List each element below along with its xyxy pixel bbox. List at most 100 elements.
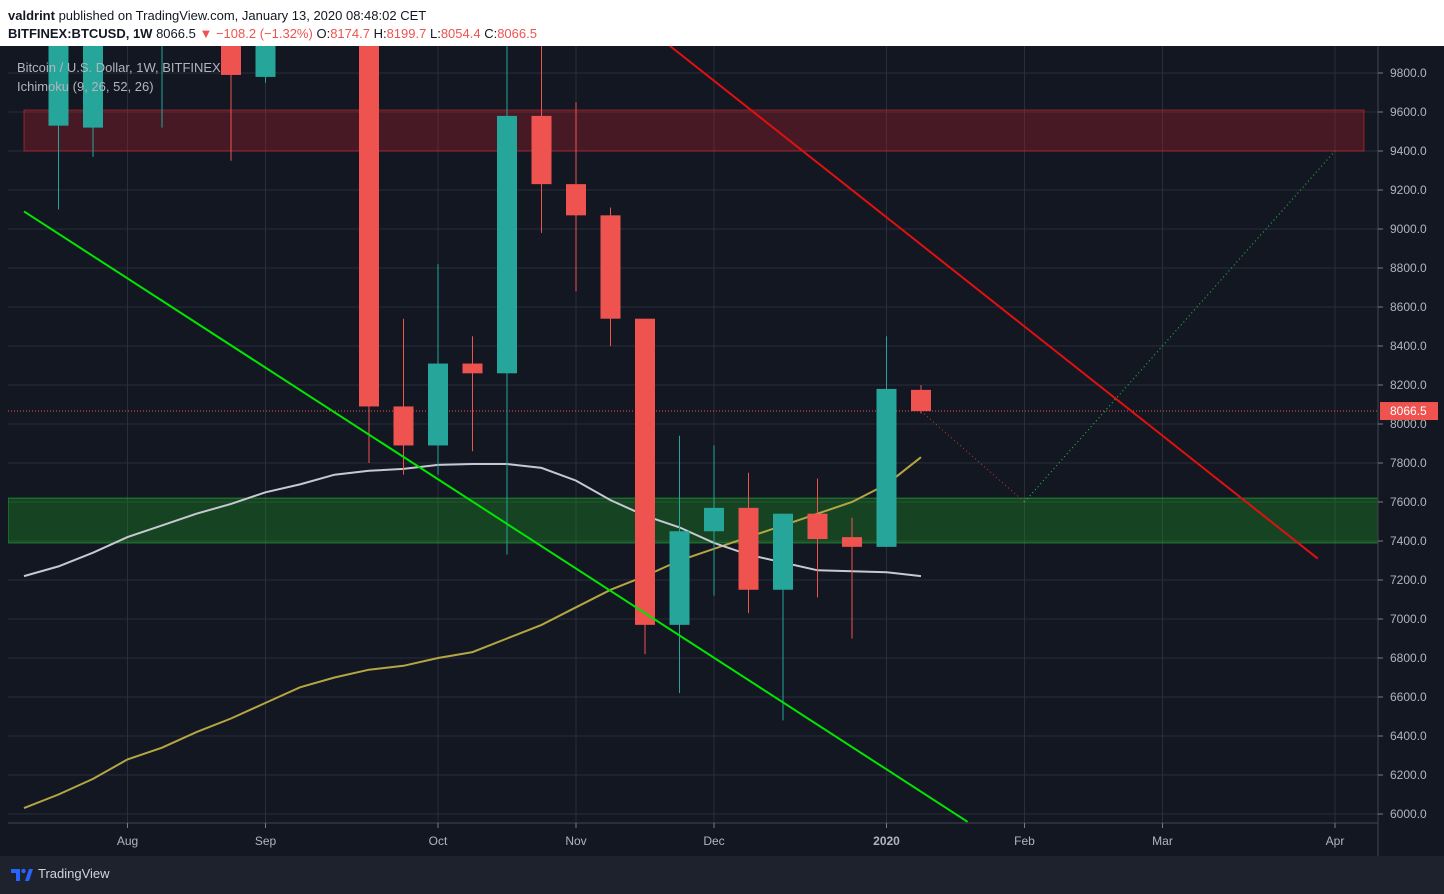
ohlc-line: BITFINEX:BTCUSD, 1W 8066.5 ▼ −108.2 (−1.… [8, 26, 537, 41]
x-tick-label: Apr [1326, 834, 1345, 848]
candle-body [497, 115, 517, 374]
candle-body [842, 537, 862, 547]
x-tick-label: Sep [255, 834, 277, 848]
support-zone[interactable] [8, 497, 1378, 544]
y-tick-label: 8000.0 [1390, 417, 1427, 431]
symbol-label: BITFINEX:BTCUSD, 1W [8, 26, 153, 41]
candle[interactable] [566, 102, 586, 292]
descending-resistance-line[interactable] [662, 46, 1319, 560]
publish-line: valdrint published on TradingView.com, J… [8, 8, 426, 23]
publish-header: valdrint published on TradingView.com, J… [0, 0, 1444, 46]
chart-title: Bitcoin / U.S. Dollar, 1W, BITFINEX [17, 60, 221, 75]
high-value: 8199.7 [386, 26, 427, 41]
author-name[interactable]: valdrint [8, 8, 55, 23]
candle-body [255, 46, 276, 77]
candle-body [359, 46, 379, 407]
low-label: L: [429, 26, 441, 41]
footer-bar: TradingView [0, 856, 1444, 894]
candle-body [738, 507, 759, 590]
candle-body [773, 513, 793, 590]
candle[interactable] [876, 336, 897, 547]
candle[interactable] [497, 46, 517, 555]
candle[interactable] [842, 517, 862, 639]
candle-body [635, 318, 655, 625]
last-price-label: 8066.5 [1390, 404, 1427, 418]
candle[interactable] [48, 46, 69, 210]
y-tick-label: 7200.0 [1390, 573, 1427, 587]
candle-body [876, 388, 897, 547]
projection-down-line[interactable] [920, 410, 1025, 503]
y-tick-label: 8600.0 [1390, 300, 1427, 314]
candle-body [83, 46, 103, 128]
open-label: O: [316, 26, 331, 41]
close-label: C: [484, 26, 498, 41]
y-tick-label: 7000.0 [1390, 612, 1427, 626]
x-tick-label: Aug [117, 834, 138, 848]
chart-background [0, 46, 1444, 856]
y-tick-label: 8400.0 [1390, 339, 1427, 353]
descending-support-line[interactable] [23, 210, 969, 823]
indicator-lines [8, 410, 1378, 810]
resistance-zone[interactable] [23, 109, 1365, 152]
x-tick-label: Nov [565, 834, 586, 848]
candle[interactable] [635, 318, 655, 655]
y-tick-label: 9400.0 [1390, 144, 1427, 158]
price-chart[interactable]: 9800.0 9600.0 9400.0 9200.0 9000.0 8800.0 8600… [0, 46, 1444, 856]
x-tick-label: 2020 [873, 834, 900, 848]
y-tick-label: 6600.0 [1390, 690, 1427, 704]
candles[interactable] [48, 46, 932, 721]
x-tick-label: Mar [1152, 834, 1173, 848]
candle-body [807, 513, 828, 540]
candle-body [48, 46, 69, 126]
candle-body [600, 215, 621, 319]
zones [8, 109, 1378, 544]
candle[interactable] [462, 336, 483, 452]
down-arrow-icon: ▼ [199, 26, 213, 41]
candle[interactable] [428, 264, 448, 475]
y-tick-label: 6200.0 [1390, 768, 1427, 782]
candle[interactable] [738, 472, 759, 614]
candle-body [531, 115, 552, 185]
candle[interactable] [221, 46, 241, 161]
y-tick-label: 6400.0 [1390, 729, 1427, 743]
candle[interactable] [704, 445, 724, 596]
ichimoku-lagging-line [23, 456, 922, 810]
x-tick-label: Feb [1014, 834, 1035, 848]
y-tick-label: 6000.0 [1390, 807, 1427, 821]
trend-lines[interactable] [23, 46, 1336, 823]
close-value: 8066.5 [497, 26, 537, 41]
tradingview-brand[interactable]: TradingView [38, 866, 110, 881]
candle[interactable] [669, 435, 690, 694]
x-tick-label: Dec [703, 834, 724, 848]
open-value: 8174.7 [330, 26, 370, 41]
candle[interactable] [600, 207, 621, 346]
publish-text: published on TradingView.com, January 13… [54, 8, 427, 23]
candle[interactable] [773, 513, 793, 721]
time-axis[interactable]: Aug Sep Oct Nov Dec 2020 Feb Mar Apr [117, 823, 1345, 848]
candle[interactable] [531, 46, 552, 233]
candle-body [393, 406, 414, 446]
y-tick-label: 9200.0 [1390, 183, 1427, 197]
candle[interactable] [807, 478, 828, 598]
candle[interactable] [152, 46, 172, 128]
candle-body [221, 46, 241, 75]
candle[interactable] [393, 318, 414, 475]
price-axis[interactable]: 9800.0 9600.0 9400.0 9200.0 9000.0 8800.0 8600… [1378, 66, 1438, 821]
change-value: −108.2 (−1.32%) [215, 26, 313, 41]
low-value: 8054.4 [440, 26, 481, 41]
candle-body [462, 363, 483, 374]
candle[interactable] [83, 46, 103, 157]
last-value: 8066.5 [156, 26, 196, 41]
tradingview-logo-icon[interactable] [10, 865, 34, 883]
last-price-tag [1380, 402, 1438, 421]
y-tick-label: 9600.0 [1390, 105, 1427, 119]
candle[interactable] [911, 385, 931, 414]
y-tick-label: 7600.0 [1390, 495, 1427, 509]
candle[interactable] [359, 46, 379, 463]
candle[interactable] [255, 46, 276, 83]
high-label: H: [373, 26, 387, 41]
indicator-label[interactable]: Ichimoku (9, 26, 52, 26) [17, 79, 154, 94]
y-tick-label: 9800.0 [1390, 66, 1427, 80]
y-tick-label: 9000.0 [1390, 222, 1427, 236]
candle-body [428, 363, 448, 446]
